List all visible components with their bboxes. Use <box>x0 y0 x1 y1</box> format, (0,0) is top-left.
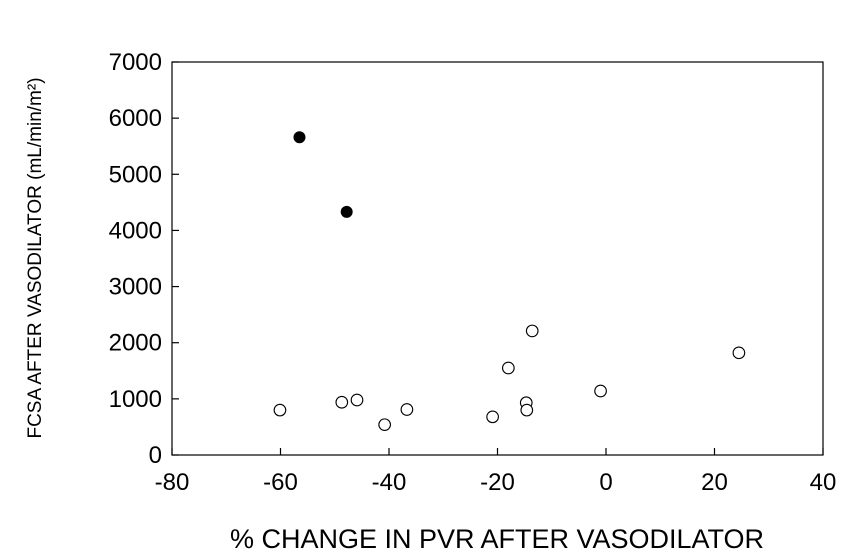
x-tick-label: 40 <box>810 469 837 496</box>
x-tick-label: 0 <box>599 469 612 496</box>
y-axis: 0 1000 2000 3000 4000 5000 6000 7000 <box>109 49 179 469</box>
open-data-point <box>273 403 287 417</box>
open-data-point <box>732 346 746 360</box>
open-data-point <box>520 403 534 417</box>
y-tick-label: 2000 <box>109 330 162 357</box>
y-tick-label: 6000 <box>109 105 162 132</box>
open-data-point <box>502 361 515 375</box>
data-points <box>273 131 746 432</box>
y-axis-title: FCSA AFTER VASODILATOR (mL/min/m²) <box>25 77 46 438</box>
open-data-point <box>378 418 392 432</box>
open-data-point <box>335 395 349 409</box>
x-tick-label: -80 <box>155 469 190 496</box>
filled-data-point <box>293 131 306 144</box>
x-axis-title: % CHANGE IN PVR AFTER VASODILATOR <box>230 524 764 554</box>
filled-data-point <box>340 205 353 218</box>
x-tick-label: -60 <box>263 469 298 496</box>
y-tick-label: 7000 <box>109 49 162 76</box>
open-data-point <box>400 403 414 416</box>
plot-frame <box>171 61 824 456</box>
open-data-point <box>486 410 499 424</box>
y-tick-label: 5000 <box>109 161 162 188</box>
x-tick-label: 20 <box>701 469 728 496</box>
y-tick-label: 3000 <box>109 274 162 301</box>
open-data-point <box>525 324 539 338</box>
y-tick-label: 4000 <box>109 217 162 244</box>
y-tick-label: 0 <box>149 442 162 469</box>
x-axis: -80 -60 -40 -20 0 20 40 <box>155 448 837 496</box>
open-data-point <box>350 393 364 407</box>
y-tick-label: 1000 <box>109 386 162 413</box>
x-tick-label: -40 <box>372 469 407 496</box>
x-tick-label: -20 <box>480 469 515 496</box>
open-data-point <box>594 384 607 398</box>
